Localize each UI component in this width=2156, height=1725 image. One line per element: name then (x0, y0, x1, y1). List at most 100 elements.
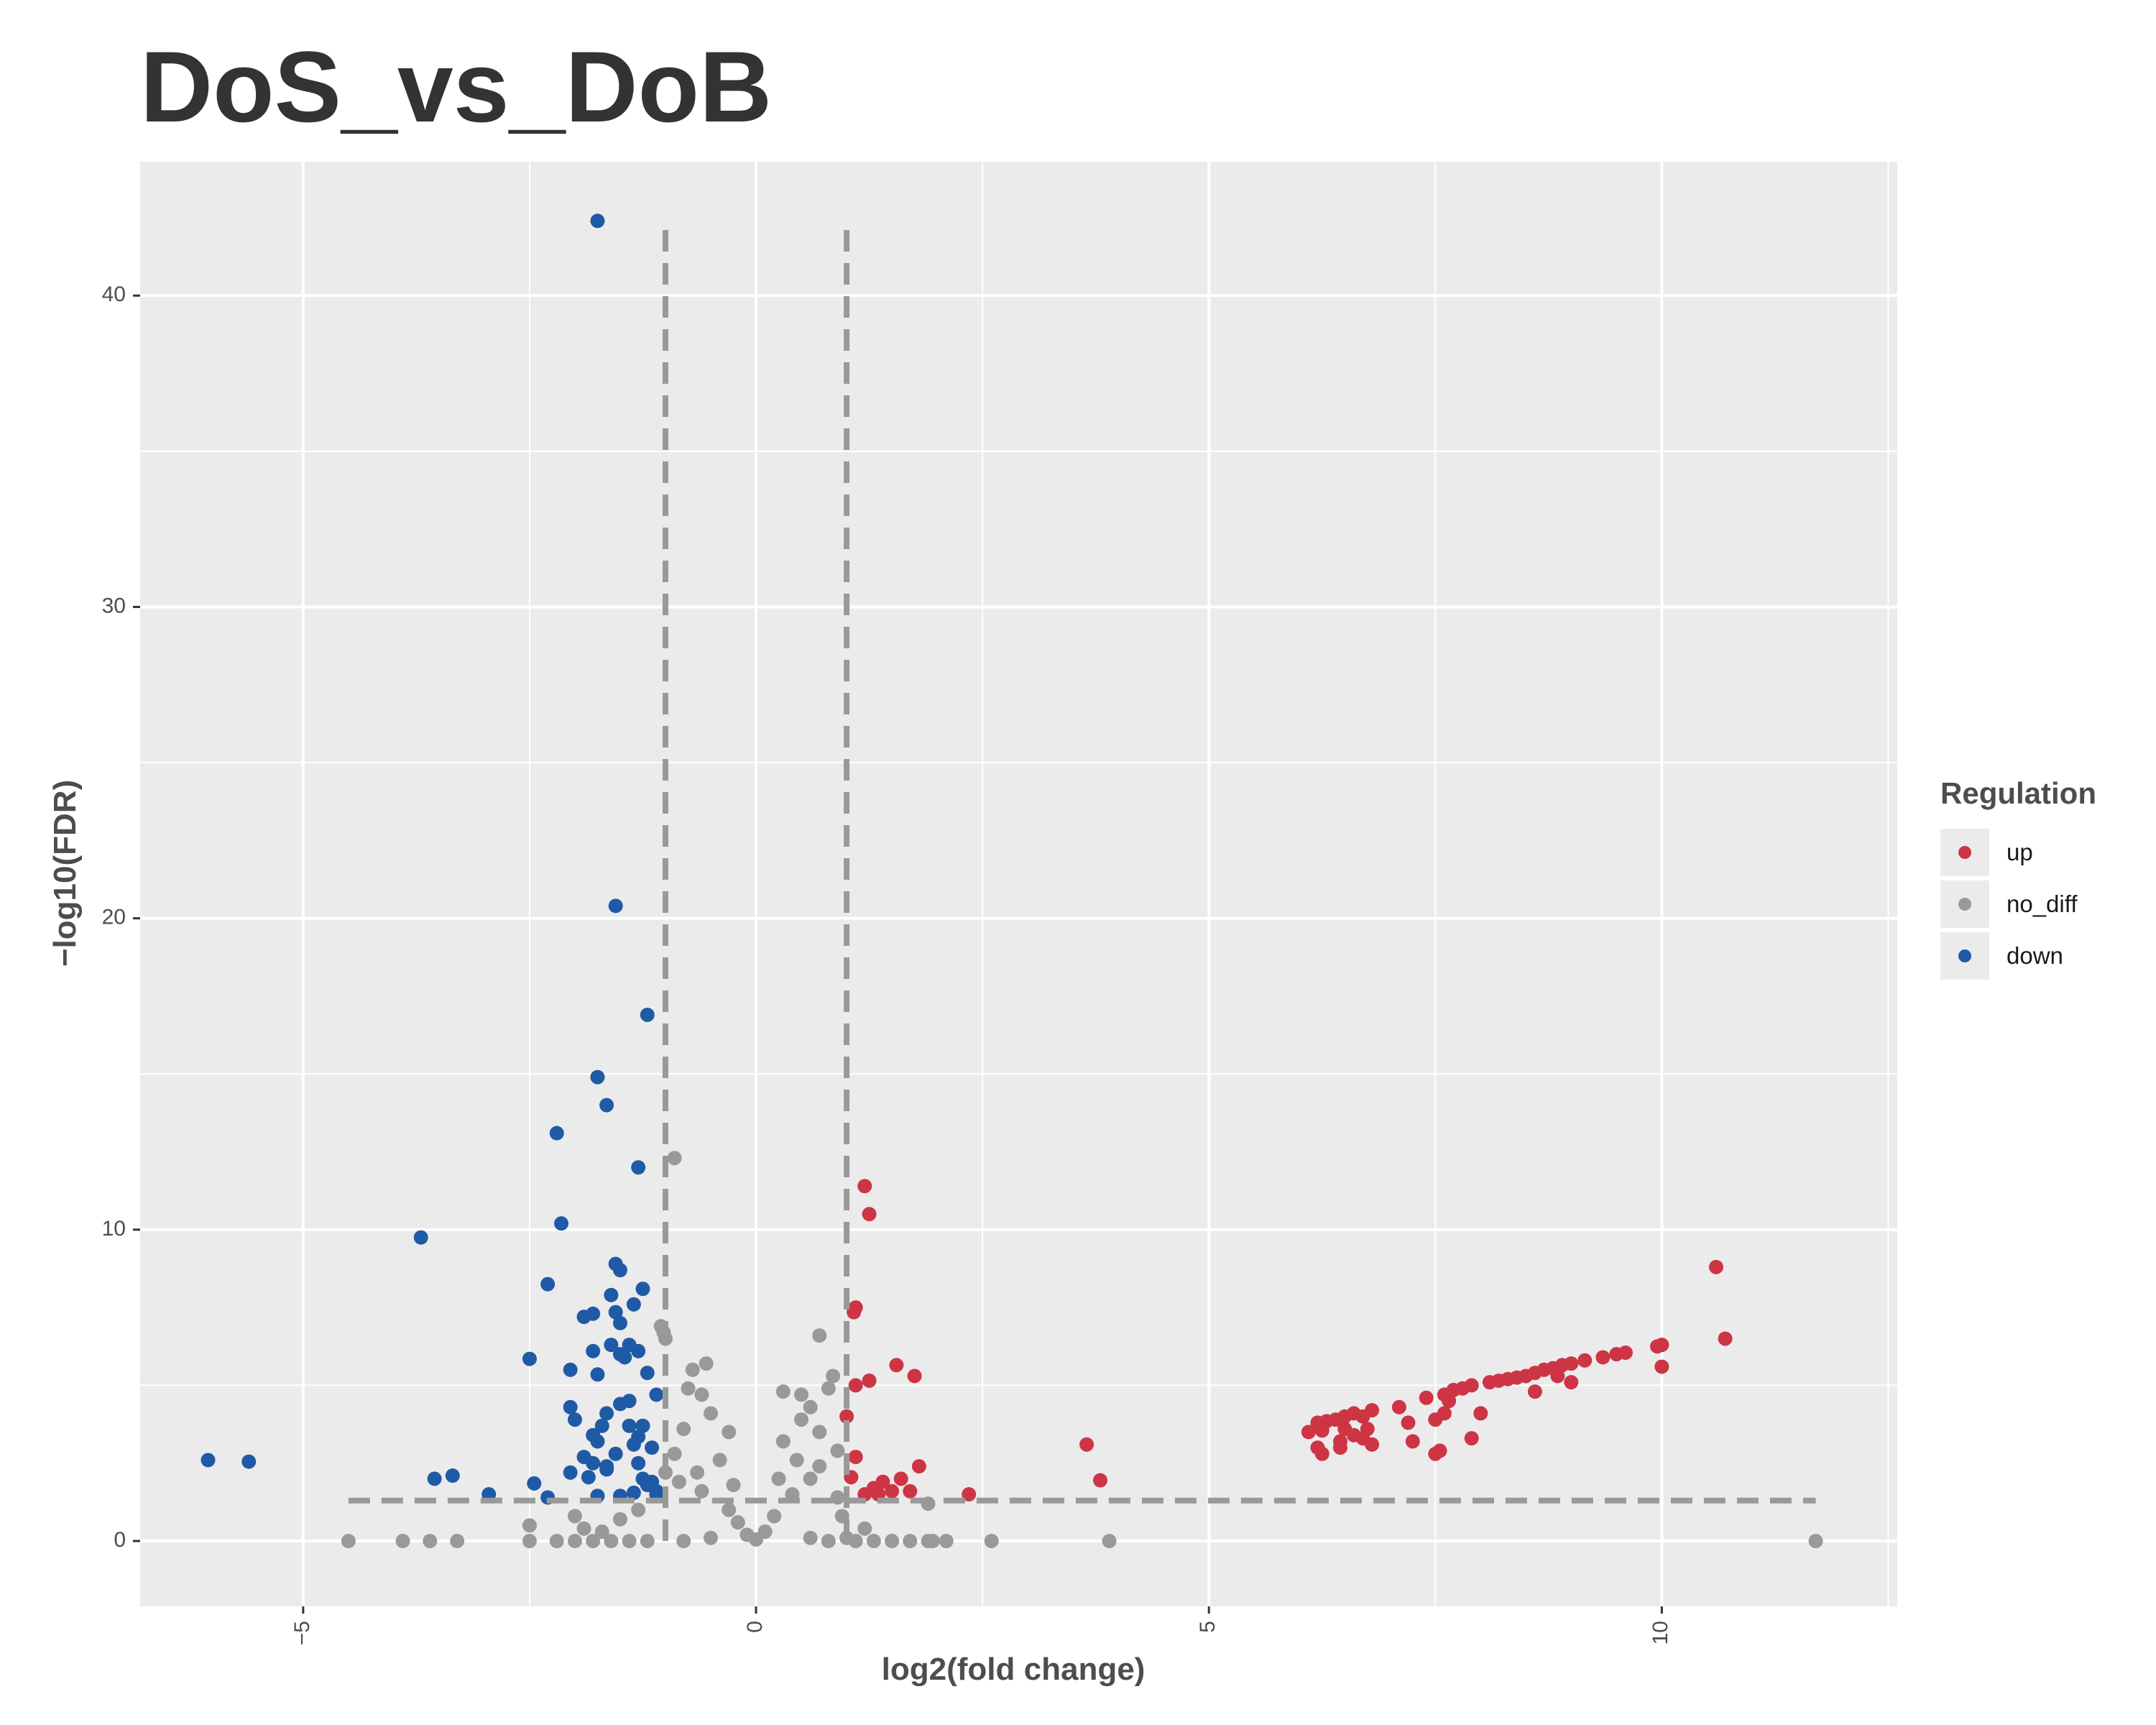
point-down (590, 1070, 605, 1085)
point-down (604, 1287, 619, 1302)
x-axis-title: log2(fold change) (882, 1652, 1146, 1687)
point-down (617, 1350, 632, 1365)
point-no-diff (830, 1443, 845, 1458)
point-no-diff (341, 1534, 356, 1549)
point-up (903, 1484, 918, 1499)
point-down (241, 1454, 257, 1469)
point-down (413, 1230, 428, 1245)
plot-panel (140, 162, 1897, 1606)
point-down (612, 1397, 627, 1412)
legend-dot-down (1958, 949, 1971, 962)
point-up (1092, 1473, 1107, 1488)
legend-item-up: up (1940, 827, 2096, 878)
point-no-diff (667, 1151, 682, 1166)
point-down (563, 1399, 578, 1414)
point-down (527, 1476, 542, 1491)
point-no-diff (803, 1399, 818, 1414)
point-up (1314, 1446, 1330, 1461)
point-no-diff (631, 1502, 646, 1517)
x-tick-label: −5 (290, 1621, 314, 1645)
point-up (1079, 1437, 1095, 1452)
point-no-diff (866, 1534, 881, 1549)
point-up (907, 1368, 922, 1384)
point-down (590, 1434, 605, 1449)
point-no-diff (722, 1502, 737, 1517)
point-no-diff (826, 1368, 841, 1384)
point-no-diff (522, 1518, 537, 1533)
legend-dot-up (1958, 846, 1971, 859)
y-tick-label: 0 (114, 1528, 126, 1552)
point-down (549, 1126, 564, 1141)
point-up (1527, 1384, 1542, 1399)
point-down (554, 1216, 569, 1231)
point-up (1428, 1412, 1443, 1427)
point-no-diff (676, 1422, 691, 1437)
point-up (962, 1487, 977, 1502)
point-up (1564, 1375, 1579, 1390)
point-no-diff (423, 1534, 438, 1549)
point-down (427, 1471, 442, 1486)
point-no-diff (681, 1381, 696, 1396)
point-no-diff (984, 1534, 999, 1549)
point-down (622, 1418, 637, 1433)
point-up (862, 1373, 877, 1388)
point-up (1332, 1440, 1348, 1455)
y-tick-label: 20 (102, 906, 126, 929)
point-no-diff (576, 1521, 591, 1536)
legend-key-down (1940, 932, 1989, 980)
point-no-diff (885, 1534, 900, 1549)
y-tick-label: 30 (102, 594, 126, 617)
legend-dot-no-diff (1958, 898, 1971, 911)
point-no-diff (549, 1534, 564, 1549)
point-up (889, 1358, 904, 1373)
data-points (201, 213, 1823, 1549)
point-no-diff (726, 1478, 741, 1493)
point-no-diff (694, 1387, 709, 1402)
point-down (604, 1338, 619, 1353)
point-no-diff (749, 1532, 764, 1547)
threshold-lines (348, 221, 1816, 1542)
point-no-diff (522, 1534, 537, 1549)
grid-minor (140, 162, 1897, 1606)
point-no-diff (694, 1484, 709, 1499)
point-up (1365, 1437, 1380, 1452)
point-no-diff (730, 1515, 745, 1530)
point-down (612, 1263, 627, 1278)
point-no-diff (775, 1434, 791, 1449)
point-no-diff (803, 1471, 818, 1486)
point-no-diff (676, 1534, 691, 1549)
chart-title: DoS_vs_DoB (140, 30, 773, 143)
point-no-diff (771, 1471, 786, 1486)
point-down (635, 1418, 650, 1433)
point-down (640, 1366, 655, 1381)
point-down (608, 898, 623, 914)
point-no-diff (612, 1512, 627, 1527)
point-down (567, 1412, 582, 1427)
point-no-diff (939, 1534, 954, 1549)
point-no-diff (821, 1381, 836, 1396)
point-up (1577, 1353, 1593, 1368)
point-up (885, 1484, 900, 1499)
point-up (1708, 1259, 1723, 1274)
point-down (608, 1305, 623, 1320)
point-no-diff (594, 1524, 609, 1540)
y-tick-label: 40 (102, 282, 126, 306)
point-no-diff (830, 1490, 845, 1505)
y-axis-title: −log10(FDR) (47, 780, 83, 967)
point-up (1360, 1422, 1375, 1437)
point-down (608, 1446, 623, 1461)
point-down (626, 1297, 641, 1312)
point-up (857, 1179, 872, 1194)
legend-title: Regulation (1940, 776, 2096, 810)
point-up (1405, 1434, 1420, 1449)
point-up (1609, 1347, 1624, 1362)
point-down (599, 1098, 614, 1113)
point-no-diff (775, 1384, 791, 1399)
point-no-diff (712, 1453, 727, 1468)
point-no-diff (821, 1534, 836, 1549)
x-tick-label: 10 (1649, 1621, 1672, 1644)
point-no-diff (685, 1362, 700, 1377)
point-up (847, 1305, 862, 1320)
point-up (875, 1474, 890, 1489)
